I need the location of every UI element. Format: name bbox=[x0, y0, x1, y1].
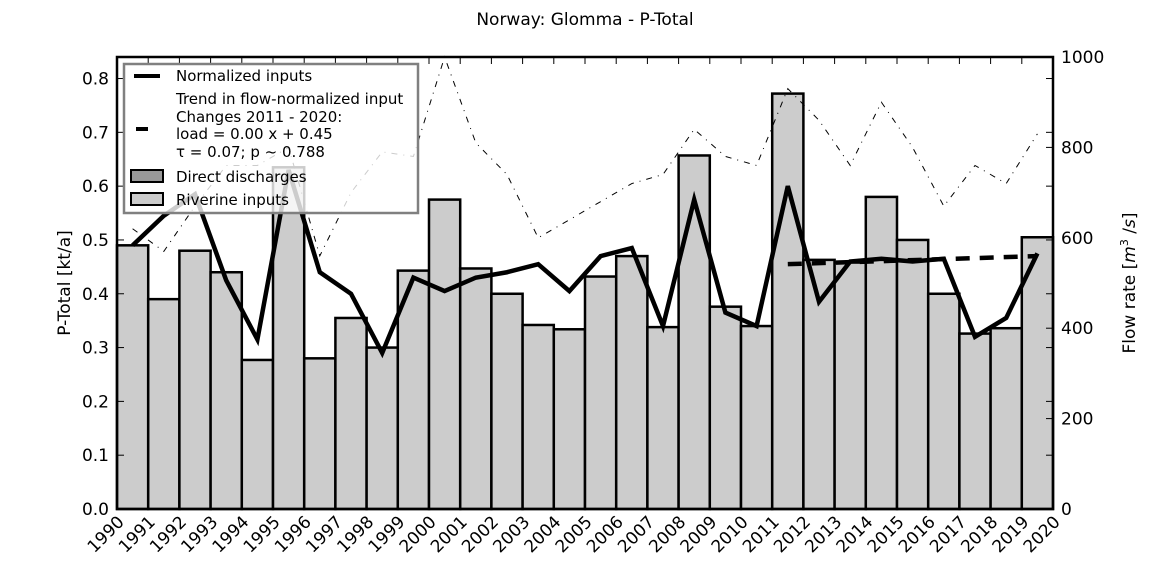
legend-label-trend: Trend in flow-normalized input bbox=[175, 90, 403, 108]
bar-riverine-2013 bbox=[833, 261, 868, 511]
bar-riverine-1992 bbox=[178, 249, 212, 511]
y2-tick-label: 400 bbox=[1061, 319, 1093, 339]
y-tick-label: 0.2 bbox=[82, 392, 109, 412]
bar-riverine-2004 bbox=[552, 328, 587, 511]
legend-label-tau: τ = 0.07; p ~ 0.788 bbox=[176, 143, 325, 161]
bar-riverine-2011 bbox=[770, 92, 805, 511]
legend-swatch-direct-icon bbox=[130, 169, 164, 183]
y-tick-label: 0.4 bbox=[82, 285, 109, 305]
y2-tick-label: 1000 bbox=[1061, 48, 1104, 68]
bar-riverine-2000 bbox=[427, 198, 462, 511]
y2-tick-label: 200 bbox=[1061, 410, 1093, 430]
y-axis-title: P-Total [kt/a] bbox=[55, 230, 75, 335]
bar-riverine-1994 bbox=[240, 358, 275, 511]
bar-riverine-2015 bbox=[895, 238, 930, 511]
trend-line bbox=[787, 253, 1038, 267]
y-tick-label: 0.6 bbox=[82, 177, 109, 197]
y-tick-label: 0.3 bbox=[82, 339, 109, 359]
bar-riverine-2010 bbox=[739, 324, 774, 511]
bar-riverine-2009 bbox=[708, 305, 743, 511]
bar-riverine-2002 bbox=[490, 292, 524, 511]
bar-riverine-1999 bbox=[396, 269, 431, 511]
x-tick-label: 2020 bbox=[1020, 512, 1065, 557]
y2-tick-label: 600 bbox=[1061, 229, 1093, 249]
bar-riverine-2001 bbox=[458, 267, 493, 511]
bar-riverine-2008 bbox=[677, 154, 712, 511]
chart-title: Norway: Glomma - P-Total bbox=[476, 10, 693, 30]
legend-label-normalized: Normalized inputs bbox=[176, 67, 312, 85]
bar-riverine-2006 bbox=[614, 254, 649, 511]
bar-riverine-2018 bbox=[989, 326, 1024, 511]
legend: Normalized inputs Trend in flow-normaliz… bbox=[122, 62, 420, 215]
bar-riverine-2014 bbox=[864, 195, 899, 511]
y-tick-label: 0.7 bbox=[82, 123, 109, 143]
legend-label-direct: Direct discharges bbox=[176, 168, 307, 186]
bar-riverine-2007 bbox=[646, 325, 680, 511]
bar-riverine-2003 bbox=[521, 323, 556, 511]
y-tick-label: 0.5 bbox=[82, 231, 109, 251]
svg-text:Flow rate [m3 /s]: Flow rate [m3 /s] bbox=[1118, 213, 1140, 354]
bar-riverine-1990 bbox=[115, 244, 150, 511]
y-tick-label: 0.1 bbox=[82, 446, 109, 466]
bar-riverine-1998 bbox=[365, 346, 400, 511]
bar-riverine-2005 bbox=[583, 275, 618, 511]
bar-riverine-2016 bbox=[926, 292, 961, 511]
y2-tick-label: 0 bbox=[1061, 500, 1072, 520]
legend-label-load: load = 0.00 x + 0.45 bbox=[176, 125, 333, 143]
bar-riverine-1997 bbox=[334, 316, 368, 511]
y2-tick-label: 800 bbox=[1061, 138, 1093, 158]
bar-riverine-1996 bbox=[302, 357, 337, 511]
legend-label-changes: Changes 2011 - 2020: bbox=[176, 108, 342, 126]
bar-riverine-2017 bbox=[958, 332, 992, 511]
bar-riverine-1991 bbox=[146, 297, 181, 511]
legend-label-riverine: Riverine inputs bbox=[176, 191, 289, 209]
bar-riverine-1993 bbox=[209, 270, 244, 511]
y-tick-label: 0.0 bbox=[82, 500, 109, 520]
y2-axis-title: Flow rate [m3 /s] bbox=[1118, 213, 1140, 354]
legend-swatch-riverine-icon bbox=[130, 192, 164, 206]
y-tick-label: 0.8 bbox=[82, 70, 109, 90]
